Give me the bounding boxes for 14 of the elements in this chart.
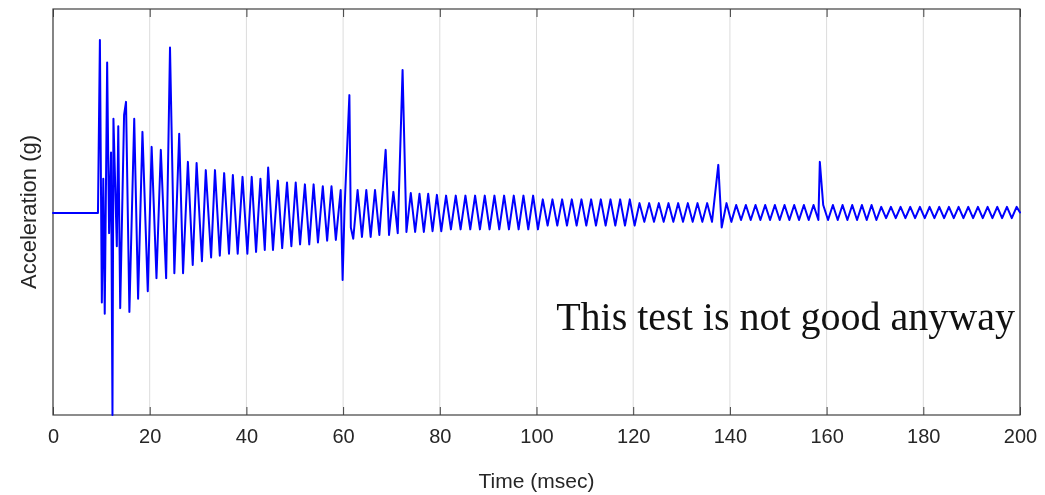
x-tick-label: 40	[235, 425, 259, 448]
y-axis-title: Acceleration (g)	[16, 134, 41, 290]
x-axis-title: Time (msec)	[478, 469, 595, 492]
x-tick-label: 180	[907, 425, 941, 448]
x-tick-label: 200	[1003, 425, 1038, 448]
x-tick-label: 80	[429, 425, 452, 448]
x-tick-label: 100	[520, 425, 554, 448]
x-tick-label: 60	[332, 425, 355, 448]
x-tick-label: 160	[810, 425, 844, 448]
x-tick-label: 20	[139, 425, 162, 448]
annotation: This test is not good anyway	[556, 294, 1015, 339]
x-tick-label: 140	[713, 425, 748, 448]
x-tick-label: 0	[47, 425, 60, 448]
x-tick-label: 120	[617, 425, 651, 448]
